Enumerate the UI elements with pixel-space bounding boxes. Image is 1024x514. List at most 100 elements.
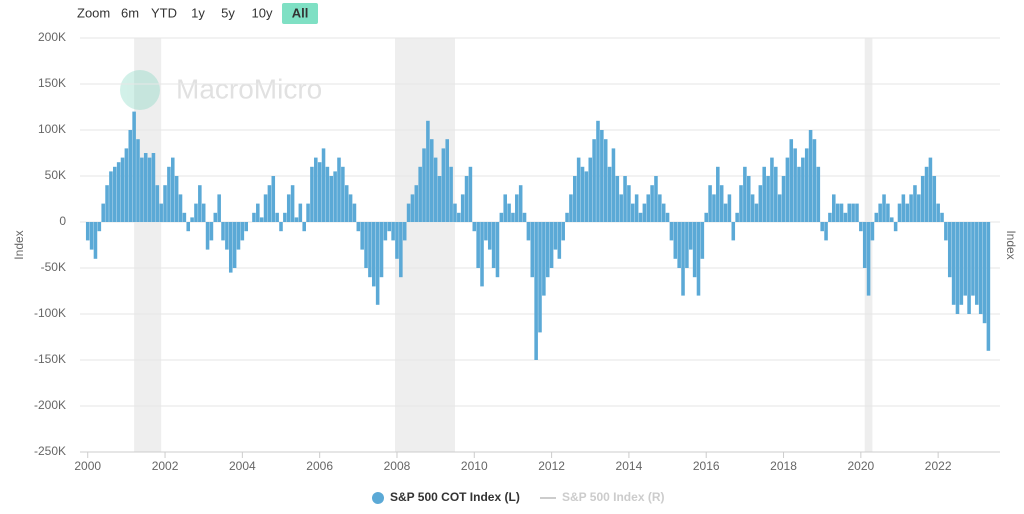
- bar: [298, 203, 303, 222]
- bar: [661, 203, 666, 222]
- bar: [549, 222, 554, 268]
- shaded-period: [134, 38, 162, 452]
- bar: [530, 222, 535, 278]
- bar: [580, 166, 585, 222]
- bar: [971, 222, 975, 296]
- bar: [120, 157, 125, 222]
- bar: [429, 139, 434, 222]
- range-button[interactable]: 10y: [252, 5, 273, 20]
- bar: [743, 166, 747, 222]
- bar: [256, 203, 260, 222]
- bar: [862, 222, 867, 268]
- bar: [982, 222, 987, 324]
- range-button[interactable]: 5y: [221, 5, 235, 20]
- bar: [859, 222, 863, 232]
- bar: [735, 212, 739, 222]
- bar: [348, 194, 353, 222]
- bar: [418, 166, 422, 222]
- bar: [360, 222, 364, 250]
- bar: [321, 148, 326, 222]
- bar: [874, 212, 879, 222]
- bar: [924, 166, 929, 222]
- bar: [940, 212, 944, 222]
- bar: [267, 185, 272, 222]
- bar: [140, 157, 144, 222]
- bar: [754, 203, 759, 222]
- bar: [236, 222, 241, 250]
- bar: [464, 176, 469, 222]
- bar: [201, 203, 206, 222]
- bar: [901, 194, 906, 222]
- bar: [128, 130, 133, 222]
- bar: [839, 203, 844, 222]
- range-button[interactable]: All: [292, 5, 309, 20]
- bar: [611, 148, 616, 222]
- bar: [716, 166, 720, 222]
- bar: [468, 166, 473, 222]
- bar: [495, 222, 500, 278]
- bar: [116, 162, 121, 222]
- range-button[interactable]: 1y: [191, 5, 205, 20]
- bar: [174, 176, 179, 222]
- bar: [406, 203, 411, 222]
- bar: [476, 222, 480, 268]
- bar: [851, 203, 855, 222]
- bar: [252, 212, 256, 222]
- y-tick-label: 0: [59, 214, 66, 228]
- legend-label[interactable]: S&P 500 Index (R): [562, 490, 664, 504]
- bar: [685, 222, 689, 268]
- bar: [372, 222, 376, 287]
- bar: [217, 194, 221, 222]
- bar: [650, 185, 654, 222]
- bar: [955, 222, 960, 314]
- bar: [951, 222, 956, 305]
- y-tick-label: -250K: [34, 444, 66, 458]
- bar: [770, 157, 774, 222]
- bar: [947, 222, 952, 278]
- legend-swatch[interactable]: [372, 492, 384, 504]
- y-tick-label: -200K: [34, 398, 66, 412]
- bar: [963, 222, 967, 296]
- bar: [766, 176, 770, 222]
- bar: [314, 157, 318, 222]
- bar: [804, 148, 809, 222]
- bar: [507, 203, 511, 222]
- bar: [828, 212, 832, 222]
- bar: [712, 194, 716, 222]
- bar: [565, 212, 569, 222]
- bar: [538, 222, 542, 333]
- bar: [97, 222, 102, 232]
- bar: [190, 217, 194, 222]
- bar: [383, 222, 388, 241]
- bar: [789, 139, 794, 222]
- bar: [487, 222, 492, 250]
- bar: [750, 194, 755, 222]
- bar: [344, 185, 349, 222]
- bar: [677, 222, 681, 268]
- zoom-label: Zoom: [77, 5, 110, 20]
- bar: [445, 139, 450, 222]
- range-button[interactable]: 6m: [121, 5, 139, 20]
- bar: [113, 166, 117, 222]
- range-button[interactable]: YTD: [151, 5, 177, 20]
- bar: [913, 185, 917, 222]
- bar: [85, 222, 90, 241]
- bar: [89, 222, 94, 250]
- bar: [944, 222, 948, 241]
- bar: [170, 157, 175, 222]
- bar: [163, 185, 167, 222]
- bar: [975, 222, 979, 305]
- bar: [221, 222, 225, 241]
- bar: [522, 212, 527, 222]
- bar: [808, 130, 813, 222]
- bar: [352, 203, 357, 222]
- bar: [232, 222, 237, 268]
- legend-label[interactable]: S&P 500 COT Index (L): [390, 490, 520, 504]
- x-tick-label: 2010: [461, 459, 488, 473]
- bar: [225, 222, 229, 250]
- bar: [692, 222, 697, 278]
- bar: [986, 222, 991, 351]
- bar: [426, 120, 430, 222]
- x-tick-label: 2014: [616, 459, 643, 473]
- bar: [341, 166, 345, 222]
